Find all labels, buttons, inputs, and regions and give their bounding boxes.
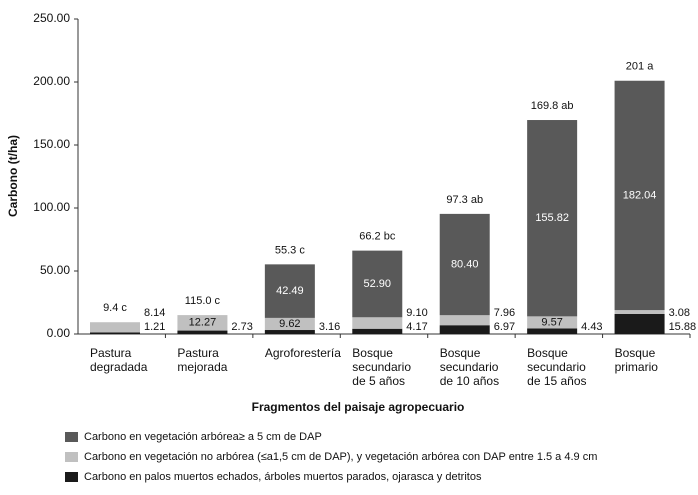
total-label: 55.3 c (275, 244, 305, 256)
bar-segment (352, 328, 403, 334)
value-label: 7.96 (494, 307, 515, 319)
bar-segment (352, 317, 403, 329)
total-label: 115.0 c (185, 295, 221, 307)
x-tick-label: Bosque secundario de 15 años (527, 346, 587, 388)
bar-segment (264, 330, 315, 334)
bar-segment (264, 317, 315, 331)
y-tick-label: 100.00 (33, 200, 70, 214)
bar-segment (527, 120, 578, 317)
bar-segment (264, 264, 315, 318)
x-tick-label: Bosque secundario de 5 años (352, 346, 411, 388)
value-label: 3.16 (319, 321, 340, 333)
legend-swatch (65, 432, 78, 442)
value-label: 182.04 (623, 189, 657, 201)
value-label: 15.88 (669, 321, 697, 333)
value-label: 1.21 (144, 321, 165, 333)
bar-segment (527, 328, 578, 334)
value-label: 52.90 (364, 278, 392, 290)
y-tick-label: 0.00 (47, 326, 71, 340)
legend-label: Carbono en vegetación arbórea≥ a 5 cm de… (84, 431, 322, 443)
bar-segment (439, 315, 490, 326)
bar-segment (439, 325, 490, 334)
value-label: 42.49 (276, 285, 304, 297)
value-label: 6.97 (494, 321, 515, 333)
bar-segment (90, 322, 140, 333)
x-tick-label: Pastura degradada (90, 346, 148, 374)
value-label: 12.27 (189, 317, 217, 329)
total-label: 66.2 bc (359, 231, 396, 243)
bar-segment (614, 310, 665, 314)
value-label: 8.14 (144, 307, 165, 319)
bar-segment (90, 332, 140, 334)
total-label: 9.4 c (103, 302, 127, 314)
value-label: 2.73 (231, 321, 252, 333)
x-tick-label: Bosque primario (614, 346, 658, 374)
bar-segment (614, 80, 665, 311)
x-tick-label: Pastura mejorada (177, 346, 228, 374)
y-axis-title: Carbono (t/ha) (6, 135, 20, 217)
x-tick-label: Agroforestería (264, 346, 341, 360)
value-label: 9.62 (279, 318, 300, 330)
bar-segment (177, 315, 228, 331)
bar-segment (352, 250, 403, 318)
value-label: 9.10 (406, 307, 427, 319)
bar-segment (527, 316, 578, 329)
y-tick-label: 50.00 (40, 263, 70, 277)
legend-swatch (65, 472, 78, 482)
legend-swatch (65, 452, 78, 462)
y-tick-label: 150.00 (33, 137, 70, 151)
value-label: 3.08 (669, 307, 690, 319)
value-label: 9.57 (541, 316, 562, 328)
value-label: 155.82 (535, 212, 569, 224)
value-label: 4.17 (406, 321, 427, 333)
y-tick-label: 200.00 (33, 74, 70, 88)
y-tick-label: 250.00 (33, 11, 70, 25)
value-label: 80.40 (451, 258, 479, 270)
total-label: 97.3 ab (446, 194, 483, 206)
value-label: 4.43 (581, 321, 602, 333)
bar-segment (439, 213, 490, 316)
x-tick-label: Bosque secundario de 10 años (439, 346, 500, 388)
x-axis-title: Fragmentos del paisaje agropecuario (252, 400, 465, 414)
total-label: 169.8 ab (531, 100, 574, 112)
bar-segment (614, 313, 665, 334)
bar-segment (177, 330, 228, 334)
total-label: 201 a (626, 61, 654, 73)
legend-label: Carbono en palos muertos echados, árbole… (84, 471, 482, 483)
legend-label: Carbono en vegetación no arbórea (≤a1,5 … (84, 451, 597, 463)
